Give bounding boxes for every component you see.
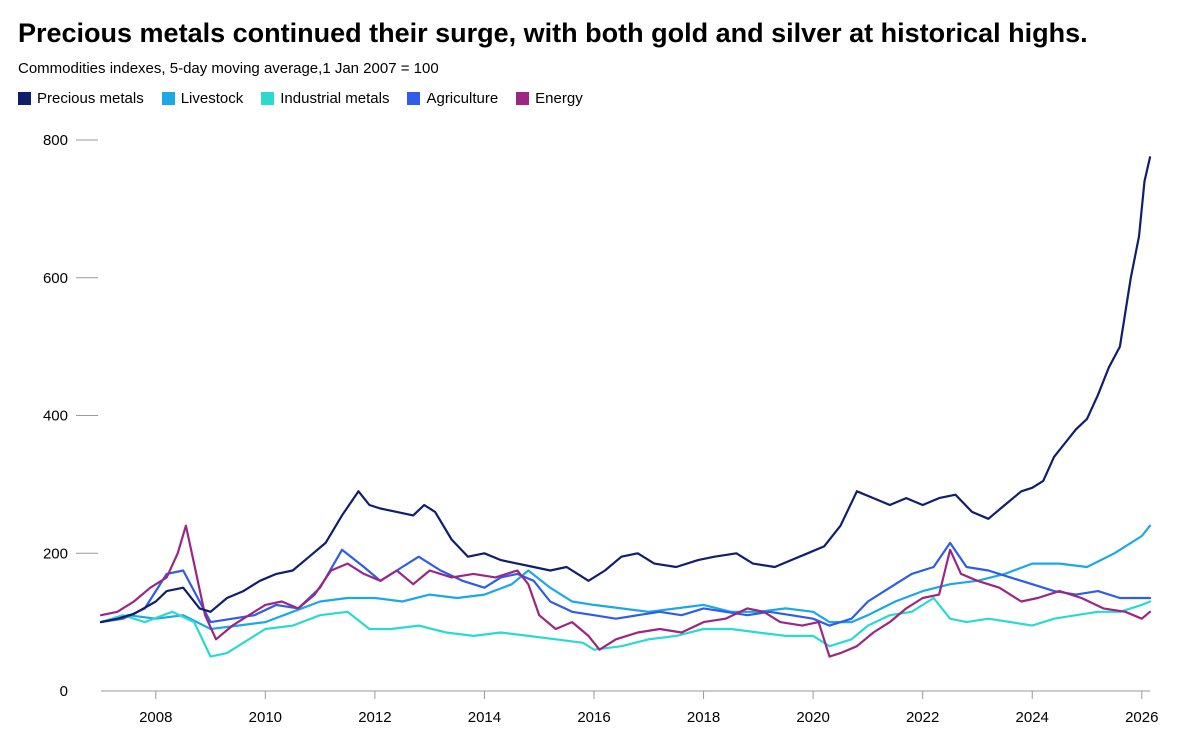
- chart-title: Precious metals continued their surge, w…: [18, 18, 1088, 48]
- x-tick-label: 2022: [906, 709, 939, 726]
- y-tick-label: 600: [43, 270, 68, 287]
- y-tick-label: 400: [43, 408, 68, 425]
- series-line-livestock: [99, 524, 1152, 631]
- x-tick-label: 2010: [249, 709, 282, 726]
- legend-item-energy: Energy: [516, 90, 583, 107]
- series-line-energy: [99, 524, 1152, 658]
- x-tick-label: 2016: [577, 709, 610, 726]
- legend-swatch-livestock: [161, 92, 175, 105]
- x-tick-label: 2024: [1016, 709, 1049, 726]
- legend-item-agriculture: Agriculture: [407, 90, 498, 107]
- legend-label-industrial-metals: Industrial metals: [280, 90, 390, 107]
- series-line-precious-metals: [99, 156, 1152, 624]
- legend-label-energy: Energy: [535, 90, 583, 107]
- y-tick-label: 0: [60, 683, 68, 700]
- x-tick-label: 2014: [468, 709, 501, 726]
- chart-subtitle: Commodities indexes, 5-day moving averag…: [18, 60, 439, 77]
- legend-swatch-energy: [516, 92, 530, 105]
- legend-swatch-precious-metals: [18, 92, 31, 105]
- series-line-industrial-metals: [99, 596, 1152, 658]
- y-tick-label: 800: [43, 132, 68, 149]
- x-tick-label: 2008: [139, 709, 172, 726]
- y-tick-label: 200: [43, 545, 68, 562]
- legend-label-precious-metals: Precious metals: [37, 90, 144, 107]
- x-tick-label: 2026: [1125, 709, 1158, 726]
- legend-item-industrial-metals: Industrial metals: [261, 90, 389, 107]
- x-tick-label: 2020: [796, 709, 829, 726]
- x-tick-label: 2018: [687, 709, 720, 726]
- legend-label-agriculture: Agriculture: [426, 90, 499, 107]
- x-tick-label: 2012: [358, 709, 391, 726]
- series-line-agriculture: [99, 541, 1152, 627]
- legend-item-precious-metals: Precious metals: [18, 90, 144, 107]
- legend-swatch-agriculture: [407, 92, 421, 105]
- legend-item-livestock: Livestock: [161, 90, 244, 107]
- legend: Precious metals Livestock Industrial met…: [18, 90, 583, 107]
- legend-swatch-industrial-metals: [261, 92, 275, 105]
- legend-label-livestock: Livestock: [180, 90, 244, 107]
